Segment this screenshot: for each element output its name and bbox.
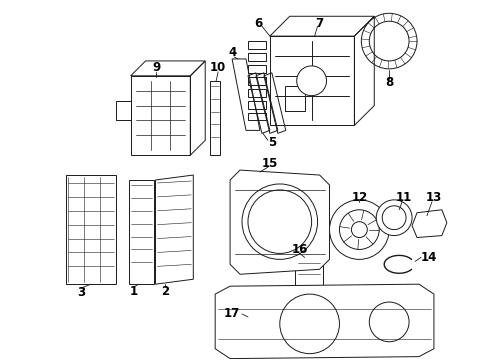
Text: 11: 11 [396,192,412,204]
Text: 12: 12 [351,192,368,204]
Polygon shape [230,170,329,274]
Circle shape [351,222,368,238]
Text: 8: 8 [385,76,393,89]
Bar [248,65,266,73]
Text: 1: 1 [129,285,138,298]
Polygon shape [215,284,434,359]
Bar [248,77,266,85]
Circle shape [280,294,340,354]
Bar [270,36,354,125]
Circle shape [297,66,326,96]
Text: 16: 16 [292,243,308,256]
Text: 3: 3 [77,285,85,299]
Text: 9: 9 [152,61,161,75]
Text: 14: 14 [421,251,437,264]
Bar [248,100,266,109]
Bar [248,89,266,96]
Polygon shape [412,210,447,238]
Bar [131,76,190,155]
Text: 13: 13 [426,192,442,204]
Bar [294,257,322,297]
Bar [248,113,266,121]
Circle shape [361,13,417,69]
Circle shape [329,200,389,260]
Bar [285,86,305,111]
Bar [66,175,116,284]
Bar [116,100,131,121]
Bar [248,53,266,61]
Circle shape [382,206,406,230]
Text: 6: 6 [254,17,262,30]
Circle shape [248,190,312,253]
Bar [248,41,266,49]
Text: 2: 2 [161,285,170,298]
Text: 7: 7 [316,17,323,30]
Circle shape [369,302,409,342]
Text: 15: 15 [262,157,278,170]
Circle shape [369,21,409,61]
Circle shape [376,200,412,235]
Text: 5: 5 [268,136,276,149]
Bar [210,81,220,155]
Circle shape [340,210,379,249]
Text: 4: 4 [228,46,236,59]
Bar [129,180,153,284]
Text: 17: 17 [224,307,240,320]
Text: 10: 10 [210,61,226,75]
